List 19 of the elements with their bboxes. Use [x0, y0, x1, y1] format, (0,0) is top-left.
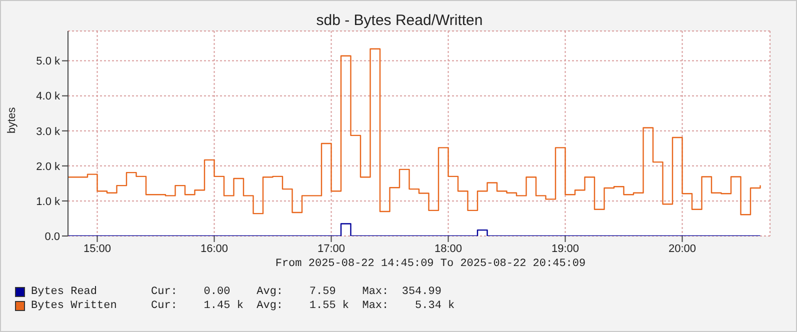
x-tick-label: 18:00 [434, 242, 462, 255]
x-tick-label: 15:00 [83, 242, 112, 255]
y-tick-label: 5.0 k [36, 56, 60, 68]
text: From 2025-08-22 14:45:09 To 2025-08-22 20:45:09 [274, 258, 587, 270]
y-tick-label: 4.0 k [36, 90, 60, 103]
x-tick-label: 16:00 [200, 242, 228, 255]
y-tick-label: 0.0 [44, 230, 60, 243]
text: Cur: 0.00 Avg: 7.59 Max: 354.99 [151, 286, 442, 298]
y-tick-label: 3.0 k [36, 126, 60, 138]
chart-title: sdb - Bytes Read/Written [315, 12, 484, 29]
text: Cur: 1.45 k Avg: 1.55 k Max: 5.34 k [151, 300, 455, 312]
x-tick-label: 19:00 [551, 242, 580, 255]
y-tick-label: 2.0 k [36, 160, 60, 173]
y-tick-label: 1.0 k [36, 196, 60, 208]
y-axis-title: bytes [6, 106, 18, 134]
legend-label: Bytes Written [31, 300, 118, 312]
x-tick-label: 17:00 [317, 242, 346, 255]
x-tick-label: 20:00 [668, 242, 696, 255]
legend-label: Bytes Read [31, 286, 98, 298]
